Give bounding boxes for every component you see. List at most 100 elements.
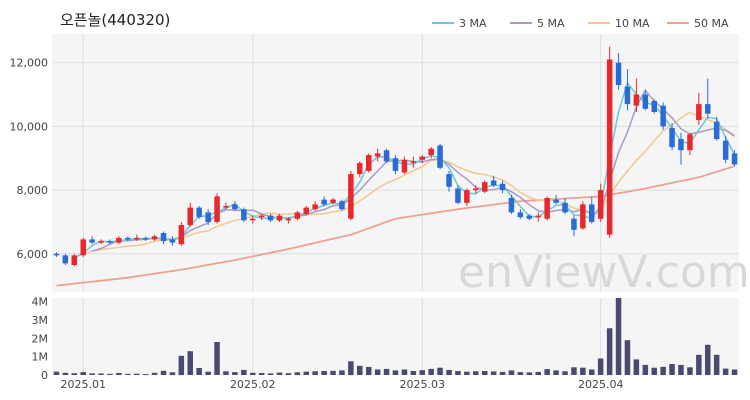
volume-bar (178, 355, 185, 376)
candlestick-series (53, 46, 738, 267)
candle-body (241, 209, 247, 221)
candle-body (267, 215, 274, 221)
volume-bar (437, 367, 443, 375)
axis-labels: 6,000 8,000 10,000 12,000 0 1M 2M 3M 4M 2025.01 20… (10, 57, 624, 391)
candle-body (490, 180, 497, 186)
volume-bar (490, 371, 497, 375)
candle-body (357, 163, 363, 175)
volume-bar (223, 371, 229, 375)
candle-body (187, 207, 193, 226)
candle-body (731, 153, 738, 165)
candle-body (678, 139, 684, 151)
volume-bar (241, 369, 247, 375)
candle-body (401, 159, 408, 173)
volume-bar (53, 371, 60, 375)
candle-body (553, 199, 559, 203)
candle-body (517, 212, 524, 218)
volume-bar (383, 368, 390, 375)
candle-body (633, 94, 640, 106)
volume-bar (473, 371, 479, 375)
candle-body (508, 198, 515, 213)
candle-body (526, 215, 533, 219)
candle-body (562, 202, 568, 213)
candle-body (258, 215, 265, 218)
candle-body (321, 199, 327, 205)
volume-bar (544, 369, 550, 375)
price-tick-label: 10,000 (10, 120, 49, 133)
legend-label: 50 MA (694, 17, 729, 30)
volume-tick-label: 0 (41, 369, 48, 382)
candle-body (535, 215, 541, 218)
volume-bar (125, 373, 131, 375)
price-tick-label: 12,000 (10, 57, 49, 70)
candle-body (482, 182, 488, 192)
volume-bar (633, 359, 640, 375)
volume-bar (107, 373, 113, 375)
candle-body (705, 104, 711, 114)
volume-bar (285, 373, 292, 375)
candle-body (223, 206, 229, 208)
candle-body (312, 204, 318, 210)
volume-bar (187, 351, 193, 375)
candle-body (294, 212, 301, 219)
date-tick-label: 2025.04 (578, 378, 624, 391)
legend-label: 5 MA (537, 17, 565, 30)
volume-tick-label: 3M (32, 314, 49, 327)
candle-body (205, 212, 211, 222)
candle-body (428, 148, 434, 156)
candle-body (250, 218, 256, 221)
candle-body (71, 255, 77, 265)
volume-bar (205, 371, 211, 375)
volume-bar (250, 372, 256, 375)
volume-bar (455, 371, 461, 375)
candle-body (339, 201, 345, 210)
candle-body (651, 100, 657, 112)
candle-body (80, 239, 86, 256)
volume-bar (330, 370, 336, 375)
volume-bar (80, 372, 86, 375)
candle-body (606, 59, 613, 235)
candle-body (196, 207, 202, 218)
volume-bar (713, 354, 720, 375)
volume-bar (142, 374, 149, 376)
volume-bar (232, 372, 238, 375)
candle-body (696, 104, 702, 120)
candle-body (437, 145, 443, 168)
volume-bar (464, 371, 470, 375)
candle-body (125, 237, 131, 240)
candle-body (285, 218, 292, 221)
candle-body (580, 204, 586, 229)
candle-body (722, 140, 729, 160)
volume-tick-label: 2M (32, 332, 49, 345)
volume-bar (366, 366, 372, 375)
volume-bar (98, 373, 104, 375)
volume-bar (303, 371, 309, 375)
volume-tick-label: 4M (32, 296, 49, 309)
candle-body (383, 150, 390, 162)
candle-body (669, 128, 675, 148)
volume-bar (606, 328, 613, 376)
volume-bar (642, 364, 649, 375)
candle-body (571, 218, 577, 230)
volume-bar (312, 371, 318, 375)
volume-bar (562, 371, 568, 375)
legend: 3 MA 5 MA 10 MA 50 MA (432, 17, 729, 30)
volume-bar (419, 370, 425, 375)
volume-bar (446, 369, 452, 375)
candle-body (232, 204, 238, 210)
volume-bar (553, 370, 559, 375)
date-tick-label: 2025.02 (230, 378, 276, 391)
watermark: enViewV.com (458, 247, 750, 298)
candle-body (589, 204, 595, 222)
candle-body (116, 237, 122, 243)
candle-body (374, 153, 381, 157)
candle-body (107, 241, 113, 243)
volume-bar (196, 368, 202, 375)
date-tick-label: 2025.03 (400, 378, 446, 391)
candle-body (464, 190, 470, 203)
volume-bar (401, 369, 408, 375)
volume-bar (116, 373, 122, 375)
volume-bar (339, 370, 345, 375)
volume-bar (705, 344, 711, 376)
